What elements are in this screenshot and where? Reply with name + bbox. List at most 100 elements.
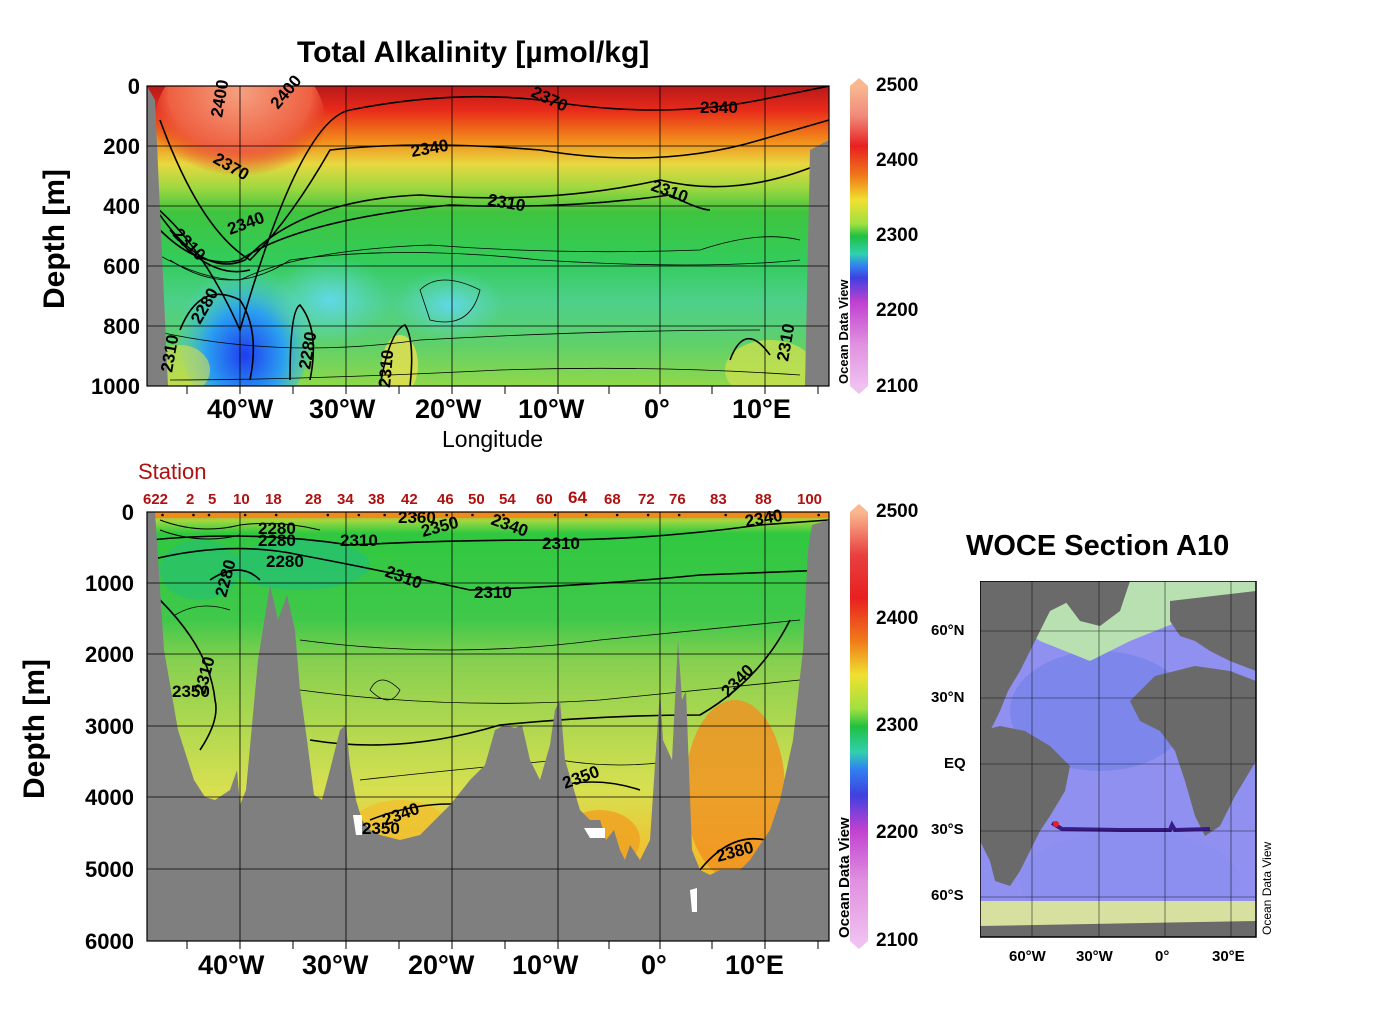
station-dot <box>207 513 211 517</box>
station-dot <box>724 513 727 517</box>
map-lon-label: 60°W <box>1009 948 1046 965</box>
contour-label: 2310 <box>375 349 397 388</box>
bottom-y-tick: 0 <box>121 500 134 525</box>
station-dot <box>471 513 474 517</box>
bottom-y-tick: 1000 <box>85 571 134 596</box>
top-y-tick: 600 <box>103 254 140 279</box>
bottom-x-tick: 30°W <box>302 950 369 980</box>
station-dot <box>615 513 619 517</box>
bottom-colorbar-tick: 2300 <box>876 715 919 736</box>
top-x-tick: 10°E <box>732 394 791 424</box>
station-number: 18 <box>265 491 282 508</box>
station-number: 88 <box>755 491 772 508</box>
station-dot <box>445 513 448 517</box>
bottom-x-tick: 0° <box>641 950 667 980</box>
contour-label: 2350 <box>172 682 210 701</box>
top-watermark: Ocean Data View <box>836 279 851 384</box>
top-colorbar-tick: 2400 <box>876 150 919 171</box>
map-lat-label: 30°S <box>931 821 964 838</box>
bottom-y-tick: 6000 <box>85 929 134 954</box>
map-lon-label: 0° <box>1155 948 1170 965</box>
contour-label: 2280 <box>258 531 296 550</box>
station-dot <box>553 513 557 517</box>
station-number: 622 <box>143 491 169 508</box>
top-x-tick: 20°W <box>415 394 482 424</box>
station-dot <box>770 513 774 517</box>
top-colorbar-tick: 2200 <box>876 300 919 321</box>
top-y-tick: 0 <box>127 74 140 99</box>
bottom-watermark: Ocean Data View <box>836 817 853 938</box>
top-colorbar-tick: 2500 <box>876 75 919 96</box>
top-y-tick: 1000 <box>91 374 140 399</box>
top-y-tick: 200 <box>103 134 140 159</box>
station-dot <box>161 513 164 517</box>
top-x-tick: 40°W <box>207 394 274 424</box>
top-chart-title: Total Alkalinity [µmol/kg] <box>297 36 650 69</box>
station-number: 5 <box>208 491 217 508</box>
top-y-tick: 800 <box>103 314 140 339</box>
map-lat-label: 30°N <box>931 689 965 706</box>
top-y-tick: 400 <box>103 194 140 219</box>
map-lat-label: EQ <box>944 755 966 772</box>
contour-label: 2360 <box>398 508 436 527</box>
top-x-tick: 30°W <box>309 394 376 424</box>
station-number: 54 <box>499 491 516 508</box>
bottom-x-tick: 10°E <box>725 950 784 980</box>
station-dot <box>646 513 650 517</box>
station-label: Station <box>138 459 207 484</box>
station-dot <box>357 513 361 517</box>
top-colorbar-tick: 2300 <box>876 225 919 246</box>
station-dot <box>817 513 820 517</box>
station-dot <box>584 513 588 517</box>
top-colorbar <box>850 86 868 386</box>
bottom-colorbar <box>850 512 868 941</box>
contour-label: 2310 <box>340 531 378 550</box>
station-dot <box>383 513 386 517</box>
bathymetry <box>147 512 829 941</box>
map-lon-label: 30°E <box>1212 948 1245 965</box>
station-dot <box>326 513 330 517</box>
top-x-tick: 10°W <box>518 394 585 424</box>
contour-label: 2340 <box>700 98 738 117</box>
contour-label: 2310 <box>542 534 580 553</box>
contour-label: 2310 <box>474 583 512 602</box>
bottom-y-tick: 5000 <box>85 857 134 882</box>
station-number: 2 <box>186 491 195 508</box>
top-colorbar-tick: 2100 <box>876 376 919 397</box>
bottom-x-tick: 40°W <box>198 950 265 980</box>
station-number: 64 <box>568 488 587 507</box>
map-lon-label: 30°W <box>1076 948 1113 965</box>
station-number: 38 <box>368 491 385 508</box>
map-lat-label: 60°S <box>931 887 964 904</box>
contour-label: 2350 <box>362 819 400 838</box>
station-number: 28 <box>305 491 322 508</box>
top-x-axis-label: Longitude <box>442 426 544 452</box>
top-section-plot: 2400 2400 2370 2370 2340 2340 2340 2310 … <box>146 71 868 394</box>
section-map <box>980 581 1257 938</box>
station-dot <box>274 513 278 517</box>
station-number: 50 <box>468 491 485 508</box>
bottom-section-plot: 2340 2310 2310 2310 2310 2280 2280 2280 … <box>146 504 868 949</box>
station-number: 100 <box>797 491 823 508</box>
bottom-colorbar-tick: 2400 <box>876 608 919 629</box>
bottom-colorbar-tick: 2500 <box>876 501 919 522</box>
station-number: 72 <box>638 491 655 508</box>
station-number: 60 <box>536 491 553 508</box>
station-number: 46 <box>437 491 454 508</box>
station-number: 10 <box>233 491 250 508</box>
bottom-colorbar-tick: 2100 <box>876 930 919 951</box>
station-dot <box>677 513 681 517</box>
top-x-tick: 0° <box>644 394 670 424</box>
station-number: 83 <box>710 491 727 508</box>
bottom-colorbar-tick: 2200 <box>876 822 919 843</box>
bottom-y-tick: 3000 <box>85 714 134 739</box>
station-dot <box>192 513 195 517</box>
map-watermark: Ocean Data View <box>1260 841 1274 935</box>
station-number: 68 <box>604 491 621 508</box>
station-dot <box>243 513 247 517</box>
contour-label: 2280 <box>266 552 304 571</box>
station-number: 76 <box>669 491 686 508</box>
contour-label: 2280 <box>258 519 296 538</box>
map-lat-label: 60°N <box>931 622 965 639</box>
station-dot <box>502 513 505 517</box>
